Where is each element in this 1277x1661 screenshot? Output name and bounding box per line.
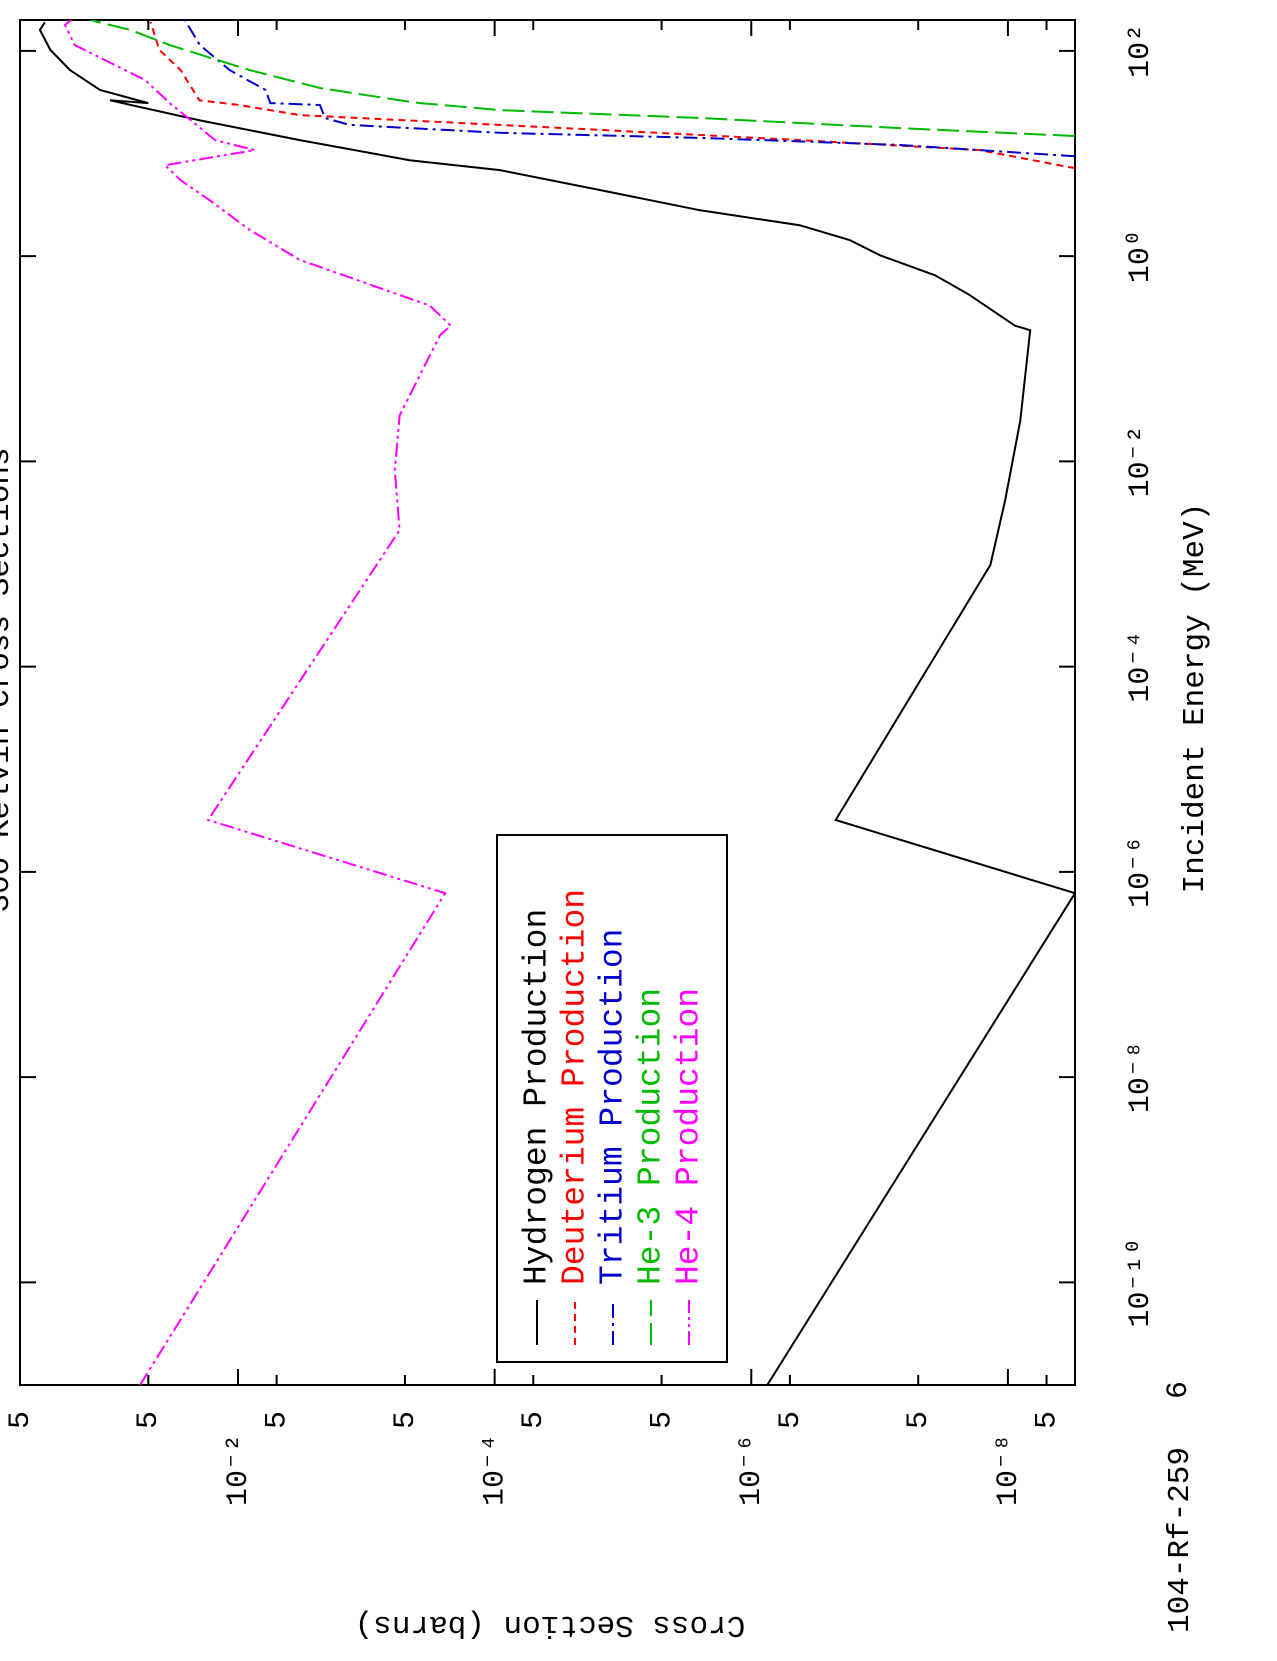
y-tick-label: 5 — [774, 1411, 808, 1429]
legend-box — [496, 834, 728, 1363]
series-line — [63, 20, 453, 1385]
y-tick-label: 5 — [1030, 1411, 1064, 1429]
y-axis-label: Cross Section (barns) — [355, 1607, 746, 1642]
y-tick-label: 5 — [646, 1411, 680, 1429]
series-line — [149, 21, 1075, 170]
series-line — [89, 20, 1075, 137]
legend-label: He-4 Production — [671, 988, 708, 1285]
x-tick-label: 10⁻⁴ — [1124, 631, 1158, 703]
y-tick-label: 10⁻⁶ — [735, 1434, 769, 1506]
x-tick-label: 10⁻⁶ — [1124, 836, 1158, 908]
corner-label: 6 — [1162, 1381, 1196, 1399]
x-tick-label: 10⁰ — [1124, 229, 1158, 283]
y-tick-label: 10⁻⁸ — [992, 1434, 1026, 1506]
legend-label: Tritium Production — [595, 929, 632, 1285]
x-axis-label: Incident Energy (MeV) — [1178, 503, 1213, 894]
legend-label: Deuterium Production — [557, 889, 594, 1285]
y-tick-label: 10⁻² — [222, 1434, 256, 1506]
y-tick-label: 5 — [902, 1411, 936, 1429]
x-tick-label: 10⁻² — [1124, 425, 1158, 497]
plot-frame — [19, 19, 1076, 1386]
y-tick-label: 5 — [132, 1411, 166, 1429]
y-tick-label: 5 — [517, 1411, 551, 1429]
legend-label: He-3 Production — [633, 988, 670, 1285]
y-tick-label: 5 — [4, 1411, 38, 1429]
chart-title: 300 Kelvin Cross Sections — [0, 447, 18, 912]
y-tick-label: 5 — [389, 1411, 423, 1429]
material-label: 104-Rf-259 — [1163, 1447, 1198, 1633]
x-tick-label: 10² — [1124, 24, 1158, 78]
x-tick-label: 10⁻⁸ — [1124, 1041, 1158, 1113]
y-tick-label: 10⁻⁴ — [479, 1434, 513, 1506]
series-line — [183, 20, 1075, 158]
y-tick-label: 5 — [261, 1411, 295, 1429]
series-line — [38, 21, 1075, 1385]
legend-label: Hydrogen Production — [519, 909, 556, 1285]
x-tick-label: 10⁻¹⁰ — [1124, 1237, 1158, 1327]
